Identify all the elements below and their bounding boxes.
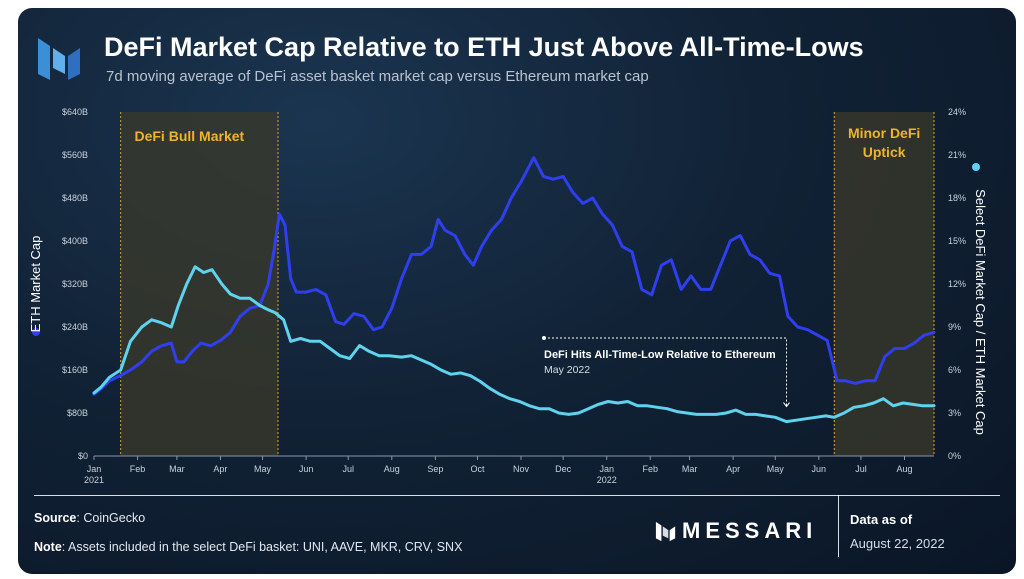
x-tick-label: Aug [384,464,400,474]
defi-eth-ratio-line [92,265,936,424]
x-tick-label: Mar [169,464,185,474]
x-tick-label: Dec [555,464,572,474]
y-right-axis-title: Select DeFi Market Cap / ETH Market Cap [973,189,988,435]
y-right-tick-label: 15% [948,236,966,246]
x-tick-label: Aug [896,464,912,474]
x-tick-label: Apr [726,464,740,474]
basket-note: Note: Assets included in the select DeFi… [34,540,463,554]
x-tick-label: Jul [855,464,867,474]
left-axis-legend-dot [32,328,40,336]
x-tick-label: May [254,464,272,474]
x-tick-label: Sep [427,464,443,474]
eth-market-cap-line [92,156,936,396]
chart-title: DeFi Market Cap Relative to ETH Just Abo… [104,32,864,62]
y-left-tick-label: $640B [62,107,88,117]
messari-logo-icon [38,38,80,80]
x-tick-label: Feb [130,464,146,474]
y-left-tick-label: $480B [62,193,88,203]
x-tick-label: Oct [470,464,485,474]
annotation-arrowhead [783,402,790,408]
y-right-tick-label: 6% [948,365,961,375]
messari-wordmark: MESSARI [682,518,818,543]
x-tick-label: Jul [342,464,354,474]
y-left-tick-label: $80B [67,408,88,418]
x-tick-sublabel: 2021 [84,475,104,485]
y-left-tick-label: $160B [62,365,88,375]
source-note: Source: CoinGecko [34,511,146,525]
x-tick-label: Nov [513,464,530,474]
annotation-leader-line [544,337,788,406]
y-right-tick-label: 21% [948,150,966,160]
x-tick-label: Jun [299,464,314,474]
right-axis-legend-dot [972,163,980,171]
y-left-tick-label: $400B [62,236,88,246]
x-tick-label: Mar [682,464,698,474]
y-left-tick-label: $240B [62,322,88,332]
annotation-title: DeFi Hits All-Time-Low Relative to Ether… [544,349,776,361]
x-tick-label: Apr [213,464,227,474]
y-right-tick-label: 18% [948,193,966,203]
annotation-subtitle: May 2022 [544,364,590,376]
messari-brand-icon [655,521,676,542]
footer-vertical-divider [838,495,839,557]
data-as-of-date: August 22, 2022 [850,536,945,551]
x-tick-label: May [767,464,785,474]
chart-card: DeFi Market Cap Relative to ETH Just Abo… [18,8,1016,574]
region-label: DeFi Bull Market [134,128,244,144]
y-left-tick-label: $560B [62,150,88,160]
x-tick-label: Jan [599,464,614,474]
region-label-line: Minor DeFi [848,125,920,141]
y-left-tick-label: $320B [62,279,88,289]
y-left-tick-label: $0 [78,451,88,461]
dual-axis-line-chart: DeFi Bull Market Minor DeFi Uptick $0 $80B $1… [28,107,988,485]
footer-divider [34,495,1000,496]
x-tick-label: Jun [812,464,827,474]
region-label-line: Uptick [863,144,906,160]
y-right-tick-label: 9% [948,322,961,332]
chart-subtitle: 7d moving average of DeFi asset basket m… [106,68,649,85]
y-right-tick-label: 0% [948,451,961,461]
y-right-tick-label: 3% [948,408,961,418]
x-tick-sublabel: 2022 [597,475,617,485]
y-right-tick-label: 12% [948,279,966,289]
data-as-of-label: Data as of [850,512,913,527]
x-tick-label: Jan [87,464,102,474]
y-right-tick-label: 24% [948,107,966,117]
shaded-region [120,112,279,456]
x-tick-label: Feb [642,464,658,474]
y-left-axis-title: ETH Market Cap [28,236,43,333]
